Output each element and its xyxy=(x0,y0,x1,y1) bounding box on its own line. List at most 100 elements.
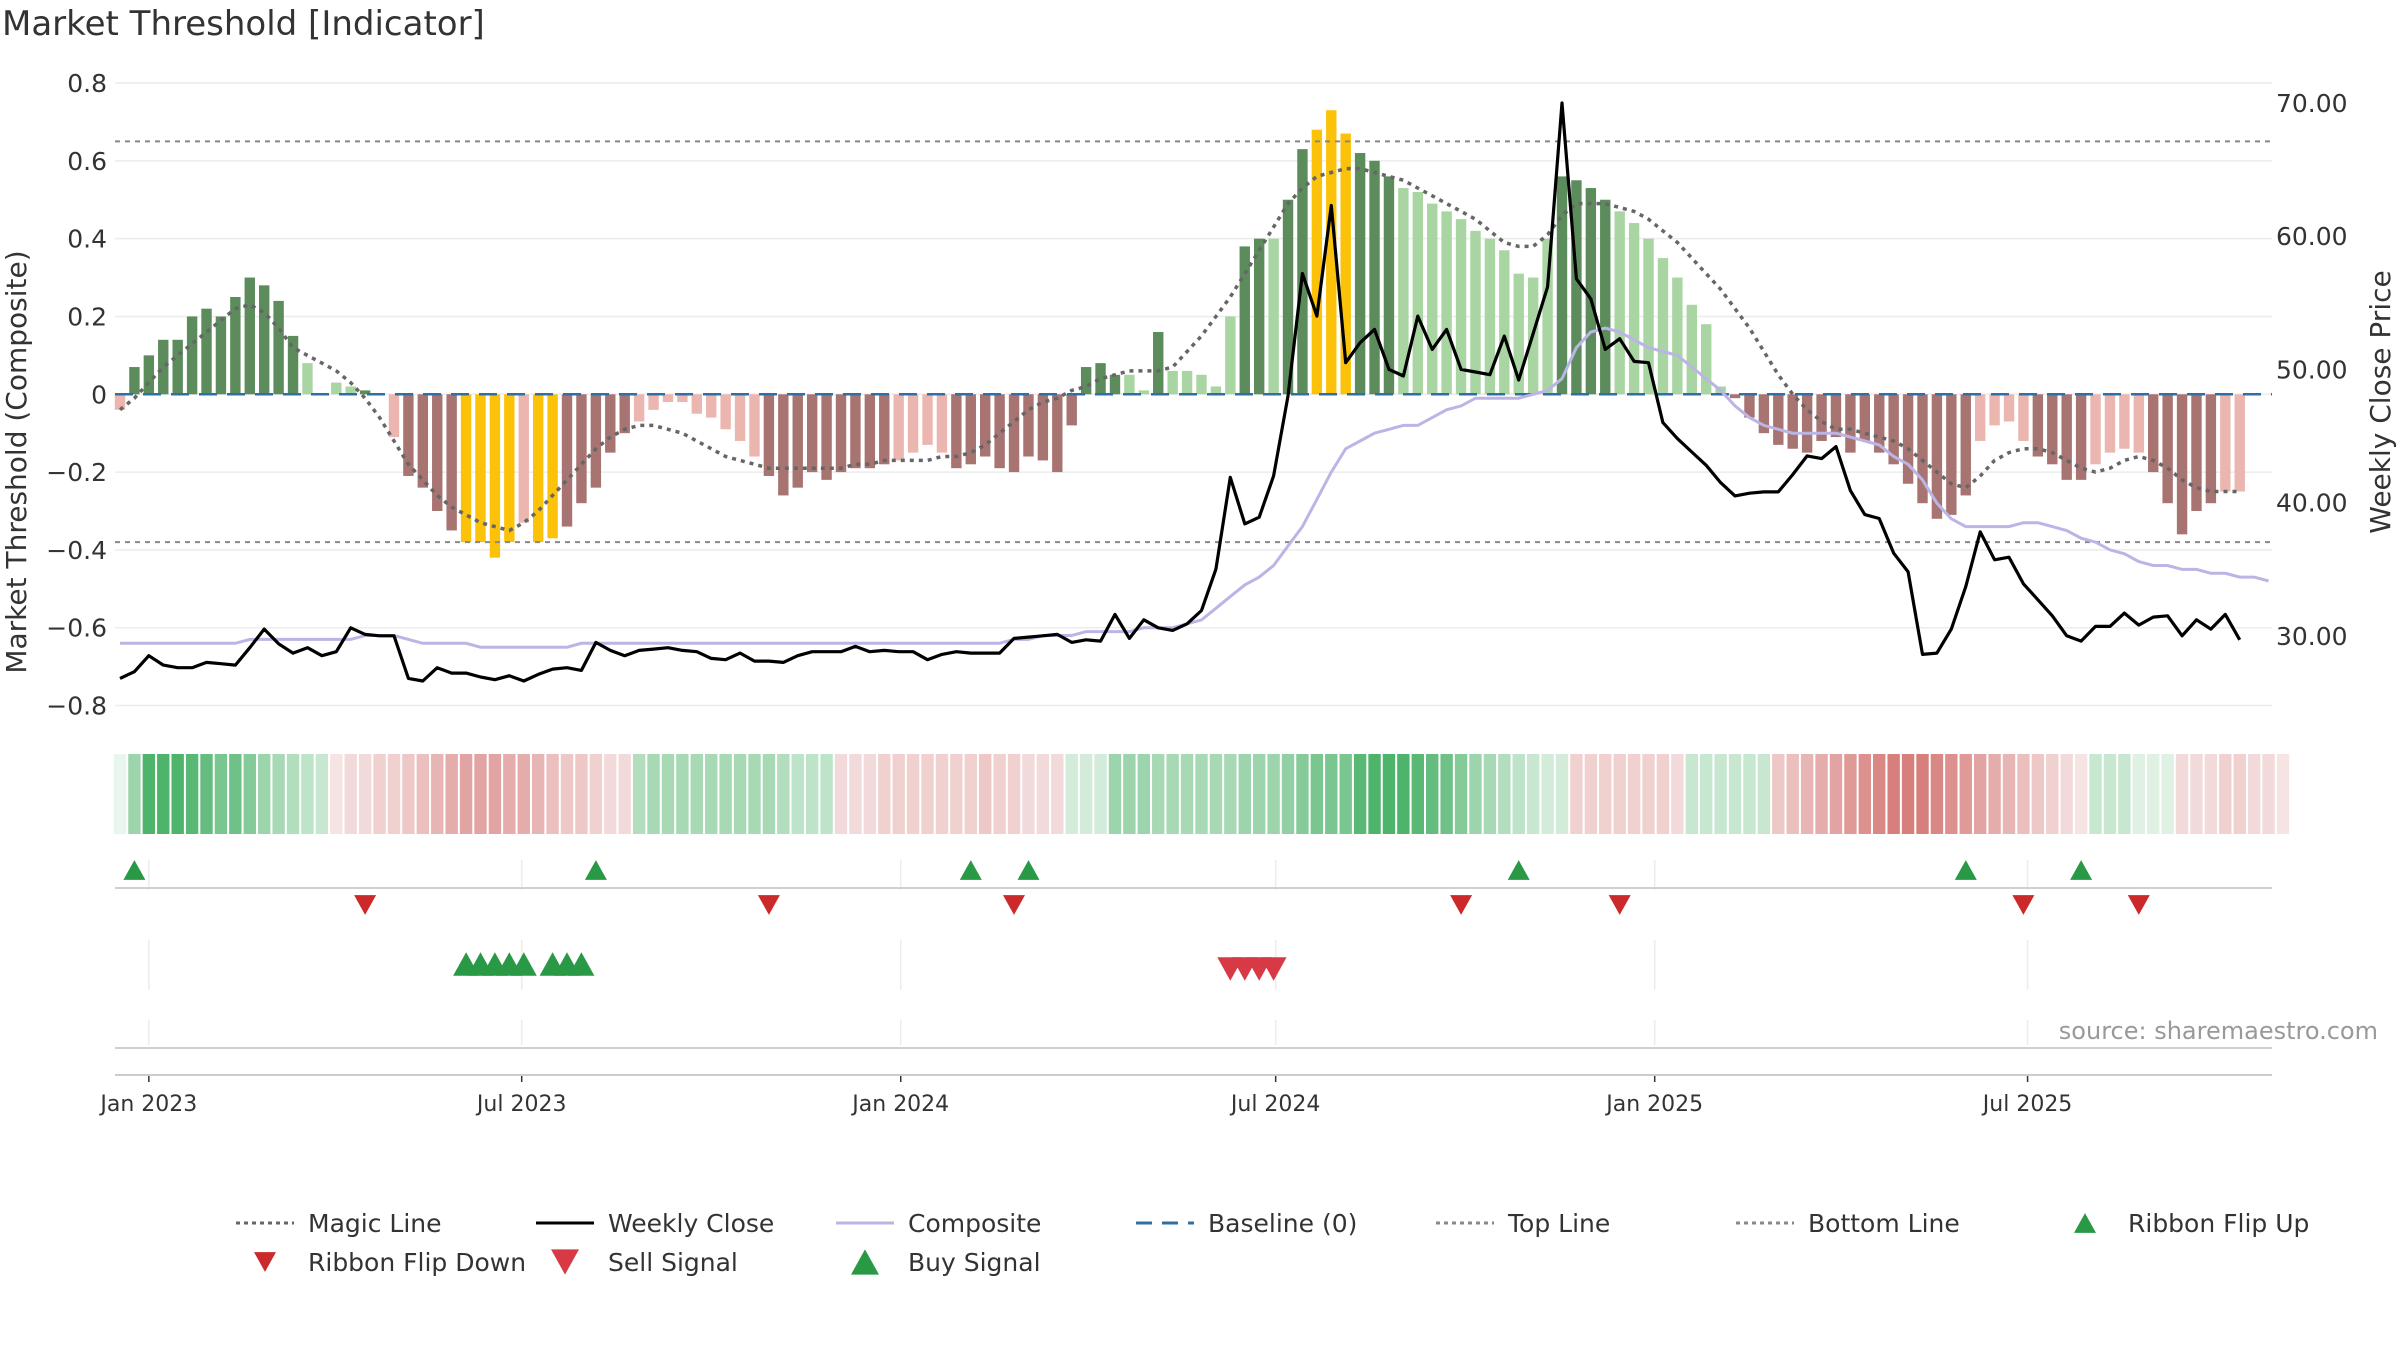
composite-bar xyxy=(1701,324,1712,395)
y2-tick-label: 40.00 xyxy=(2276,489,2348,518)
ribbon-cell xyxy=(777,754,790,834)
composite-bar xyxy=(1080,367,1092,395)
y-tick-label: −0.6 xyxy=(46,614,107,643)
composite-bar xyxy=(114,394,126,410)
ribbon-flip-up-marker xyxy=(1954,860,1977,880)
ribbon-cell xyxy=(1973,754,1987,834)
ribbon-cell xyxy=(2247,754,2261,834)
ribbon-cell xyxy=(863,754,877,834)
legend-label: Ribbon Flip Down xyxy=(308,1248,526,1277)
composite-bar xyxy=(1066,394,1077,426)
ribbon-cell xyxy=(517,754,530,834)
ribbon-cell xyxy=(1296,754,1309,834)
composite-bar xyxy=(1556,176,1568,395)
ribbon-flip-down-marker xyxy=(757,895,780,915)
ribbon-flip-up-marker xyxy=(123,860,146,880)
composite-bar xyxy=(532,394,544,543)
composite-bar xyxy=(1513,273,1524,395)
ribbon-flip-up-marker xyxy=(1017,860,1040,880)
ribbon-flip-down-marker xyxy=(1608,895,1631,915)
composite-bar xyxy=(1499,250,1510,395)
legend-item: Top Line xyxy=(1436,1209,1610,1238)
ribbon-cell xyxy=(791,754,804,834)
composite-bar xyxy=(1744,394,1755,418)
ribbon-cell xyxy=(2046,754,2059,834)
composite-bar xyxy=(1643,238,1654,395)
ribbon-cell xyxy=(1108,754,1122,834)
composite-bar xyxy=(792,394,803,488)
composite-bar xyxy=(273,300,284,395)
ribbon-cell xyxy=(2233,754,2246,834)
composite-bar xyxy=(605,394,616,453)
legend-item: Composite xyxy=(836,1209,1041,1238)
ribbon-cell xyxy=(748,754,761,834)
x-tick-label: Jul 2023 xyxy=(475,1092,567,1117)
ribbon-cell xyxy=(1555,754,1569,834)
composite-bar xyxy=(489,394,501,558)
ribbon-cell xyxy=(805,754,819,834)
ribbon-cell xyxy=(474,754,487,834)
composite-bar xyxy=(1282,199,1294,395)
ribbon-cell xyxy=(344,754,357,834)
composite-bar xyxy=(230,297,241,395)
ribbon-cell xyxy=(2190,754,2203,834)
ribbon-cell xyxy=(892,754,905,834)
composite-bar xyxy=(821,394,832,480)
x-tick-label: Jan 2023 xyxy=(98,1092,197,1117)
composite-bar xyxy=(1268,238,1279,395)
ribbon-cell xyxy=(2219,754,2232,834)
composite-bar xyxy=(1787,394,1798,449)
ribbon-flip-down-marker xyxy=(2012,895,2035,915)
composite-bar xyxy=(2104,394,2116,453)
composite-bar xyxy=(1628,223,1640,395)
ribbon-cell xyxy=(286,754,300,834)
legend-item: Weekly Close xyxy=(536,1209,774,1238)
ribbon-cell xyxy=(849,754,862,834)
composite-bar xyxy=(2032,394,2044,457)
ribbon-cell xyxy=(2017,754,2030,834)
ribbon-cell xyxy=(1887,754,1900,834)
ribbon-cell xyxy=(1036,754,1050,834)
ribbon-cell xyxy=(243,754,256,834)
ribbon-cell xyxy=(387,754,401,834)
ribbon-strip xyxy=(113,754,2290,834)
composite-bar xyxy=(1974,394,1986,441)
ribbon-cell xyxy=(1700,754,1713,834)
ribbon-flip-down-marker xyxy=(354,895,377,915)
y2-tick-label: 50.00 xyxy=(2276,355,2348,384)
ribbon-cell xyxy=(2147,754,2160,834)
y-tick-label: 0.6 xyxy=(67,147,107,176)
ribbon-cell xyxy=(2031,754,2045,834)
ribbon-cell xyxy=(1152,754,1165,834)
legend-label: Ribbon Flip Up xyxy=(2128,1209,2309,1238)
composite-bar xyxy=(1657,258,1669,395)
composite-bar xyxy=(215,316,227,395)
composite-bar xyxy=(1181,370,1193,395)
ribbon-cell xyxy=(1397,754,1410,834)
ribbon-cell xyxy=(1195,754,1208,834)
ribbon-cell xyxy=(1642,754,1655,834)
composite-bar xyxy=(1297,149,1308,395)
composite-bar xyxy=(864,394,876,469)
ribbon-cell xyxy=(1945,754,1958,834)
ribbon-cell xyxy=(604,754,617,834)
composite-bar xyxy=(2162,394,2173,504)
legend: Magic Line Weekly Close Composite Baseline … xyxy=(236,1209,2309,1277)
ribbon-cell xyxy=(1079,754,1093,834)
ribbon-cell xyxy=(1094,754,1107,834)
magic-line xyxy=(118,166,2240,533)
ribbon-cell xyxy=(358,754,372,834)
ribbon-cell xyxy=(157,754,170,834)
ribbon-cell xyxy=(1368,754,1381,834)
ribbon-cell xyxy=(690,754,703,834)
composite-bar xyxy=(619,394,630,434)
ribbon-cell xyxy=(185,754,199,834)
ribbon-cell xyxy=(1714,754,1727,834)
ribbon-cell xyxy=(705,754,718,834)
composite-bar xyxy=(1455,219,1467,395)
ribbon-cell xyxy=(1483,754,1497,834)
ribbon-cell xyxy=(1800,754,1814,834)
composite-bar xyxy=(951,394,962,469)
y2-tick-label: 30.00 xyxy=(2276,622,2348,651)
